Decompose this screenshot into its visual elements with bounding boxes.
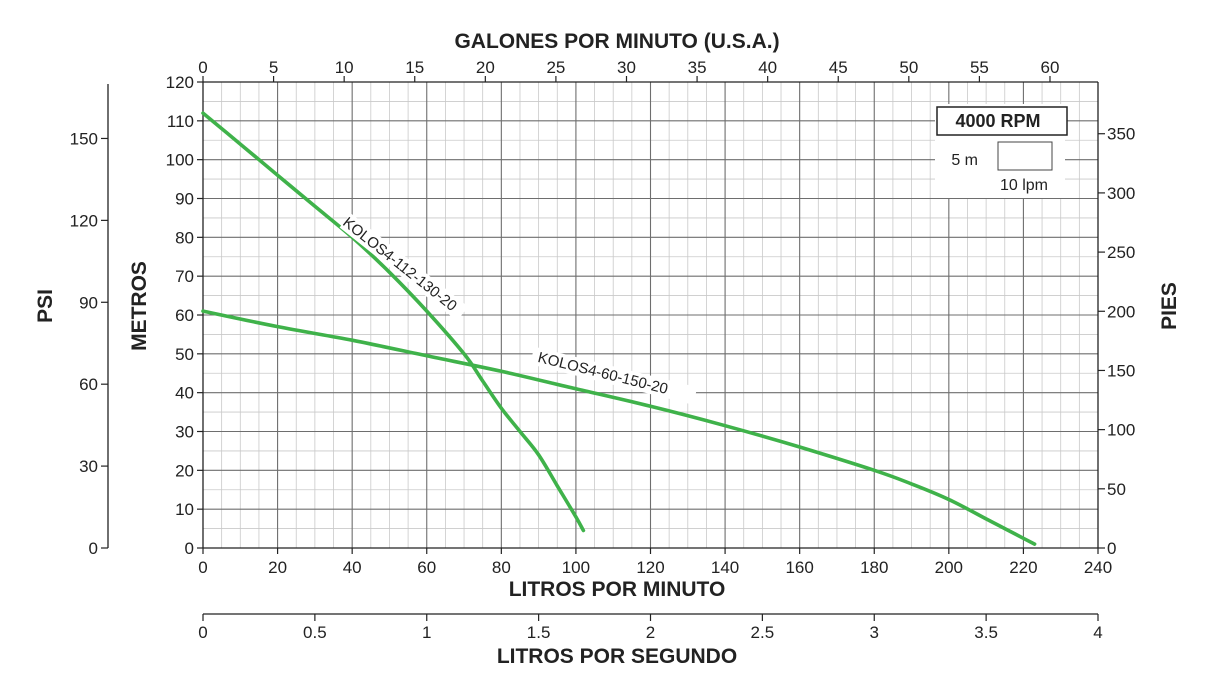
gpm-tick-label: 15 (405, 58, 424, 77)
lps-tick-label: 3.5 (974, 623, 998, 642)
gpm-tick-label: 20 (476, 58, 495, 77)
gpm-tick-label: 0 (198, 58, 207, 77)
gpm-tick-label: 40 (758, 58, 777, 77)
gpm-tick-label: 10 (335, 58, 354, 77)
metros-tick-label: 120 (166, 73, 194, 92)
psi-tick-label: 90 (79, 293, 98, 312)
series-1-label-backdrop (339, 213, 469, 321)
lpm-tick-label: 220 (1009, 558, 1037, 577)
metros-tick-label: 40 (175, 384, 194, 403)
metros-tick-label: 90 (175, 190, 194, 209)
lpm-tick-label: 100 (562, 558, 590, 577)
lpm-tick-label: 240 (1084, 558, 1112, 577)
lpm-tick-label: 180 (860, 558, 888, 577)
bottom-axis-title: LITROS POR MINUTO (509, 578, 726, 601)
pies-tick-label: 100 (1107, 421, 1135, 440)
metros-tick-label: 100 (166, 151, 194, 170)
metros-tick-label: 50 (175, 345, 194, 364)
series-2-label-backdrop (529, 346, 698, 405)
lpm-tick-label: 60 (417, 558, 436, 577)
lpm-tick-label: 40 (343, 558, 362, 577)
legend: 4000 RPM 5 m 10 lpm (935, 104, 1068, 198)
psi-axis-title: PSI (34, 289, 57, 323)
lps-tick-label: 2.5 (751, 623, 775, 642)
lps-tick-label: 2 (646, 623, 655, 642)
lps-tick-label: 0 (198, 623, 207, 642)
gpm-tick-label: 30 (617, 58, 636, 77)
top-axis-title: GALONES POR MINUTO (U.S.A.) (454, 30, 779, 53)
psi-tick-label: 0 (89, 539, 98, 558)
gpm-tick-label: 45 (829, 58, 848, 77)
series-line-1 (201, 111, 586, 533)
legend-title: 4000 RPM (955, 111, 1040, 131)
lpm-tick-label: 160 (785, 558, 813, 577)
psi-tick-label: 150 (70, 129, 98, 148)
major-grid (203, 82, 1098, 548)
seconds-axis-title: LITROS POR SEGUNDO (497, 645, 737, 668)
metros-tick-label: 10 (175, 500, 194, 519)
metros-tick-label: 60 (175, 306, 194, 325)
pies-tick-label: 0 (1107, 539, 1116, 558)
metros-tick-label: 0 (185, 539, 194, 558)
legend-scale-height: 5 m (951, 152, 978, 169)
psi-tick-label: 60 (79, 375, 98, 394)
gpm-tick-label: 55 (970, 58, 989, 77)
metros-tick-label: 70 (175, 267, 194, 286)
lps-tick-label: 3 (870, 623, 879, 642)
lpm-tick-label: 20 (268, 558, 287, 577)
gpm-tick-label: 50 (899, 58, 918, 77)
lpm-tick-label: 140 (711, 558, 739, 577)
lpm-tick-label: 120 (636, 558, 664, 577)
series-line-2 (201, 309, 1037, 546)
legend-title-box (936, 106, 1068, 136)
psi-tick-label: 120 (70, 211, 98, 230)
lps-tick-label: 0.5 (303, 623, 327, 642)
psi-tick-label: 30 (79, 457, 98, 476)
metros-tick-label: 20 (175, 461, 194, 480)
lpm-tick-label: 200 (935, 558, 963, 577)
lpm-tick-label: 80 (492, 558, 511, 577)
pies-tick-label: 250 (1107, 243, 1135, 262)
legend-scale-width: 10 lpm (1000, 177, 1048, 194)
axes (101, 76, 1105, 621)
lps-tick-label: 4 (1093, 623, 1102, 642)
gpm-tick-label: 25 (546, 58, 565, 77)
series-group (201, 111, 1037, 546)
lps-tick-label: 1 (422, 623, 431, 642)
series-1-label: KOLOS4-112-130-20 (339, 214, 460, 315)
pies-tick-label: 200 (1107, 302, 1135, 321)
gpm-tick-label: 5 (269, 58, 278, 77)
metros-tick-label: 30 (175, 423, 194, 442)
lps-tick-label: 1.5 (527, 623, 551, 642)
legend-scale-box (997, 141, 1053, 171)
gpm-tick-label: 60 (1041, 58, 1060, 77)
gpm-tick-label: 35 (688, 58, 707, 77)
metros-axis-title: METROS (128, 261, 151, 351)
pies-tick-label: 150 (1107, 361, 1135, 380)
metros-tick-label: 110 (167, 112, 194, 131)
lpm-tick-label: 0 (198, 558, 207, 577)
pies-axis-title: PIES (1158, 282, 1181, 330)
pies-tick-label: 300 (1107, 184, 1135, 203)
pies-tick-label: 350 (1107, 125, 1135, 144)
metros-tick-label: 80 (175, 228, 194, 247)
pies-tick-label: 50 (1107, 480, 1126, 499)
